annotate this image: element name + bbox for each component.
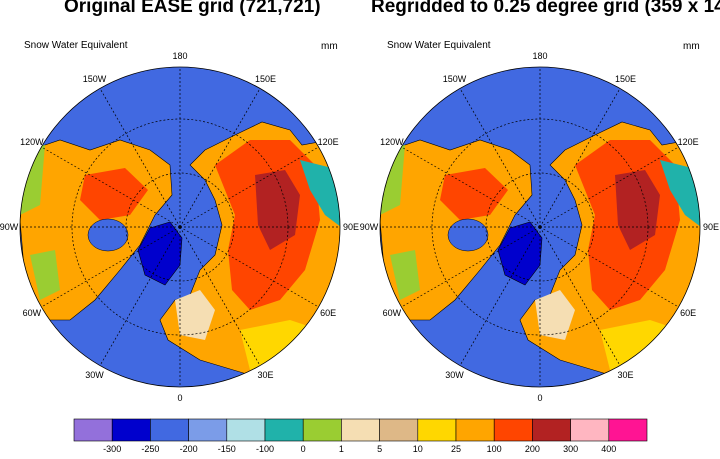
colorbar-tick-label: -150 — [217, 444, 236, 454]
colorbar-swatch — [417, 418, 457, 442]
polar-map-left — [19, 66, 341, 388]
longitude-label: 90E — [702, 222, 720, 232]
longitude-label: 150E — [254, 73, 277, 84]
longitude-label: 120E — [677, 136, 699, 147]
colorbar-swatch — [73, 418, 113, 442]
longitude-label: 150W — [82, 73, 107, 84]
longitude-label: 90E — [342, 222, 360, 232]
colorbar-tick-label: 200 — [524, 444, 540, 454]
colorbar-tick-label: -100 — [255, 444, 275, 454]
greenland — [497, 221, 543, 286]
graticule — [20, 67, 340, 387]
colorbar-tick-label: 10 — [412, 444, 423, 454]
map-border — [19, 66, 341, 388]
longitude-label: 30W — [445, 370, 464, 381]
panel-title-right: Regridded to 0.25 degree grid (359 x 143… — [371, 0, 720, 17]
colorbar-tick-label: 400 — [601, 444, 617, 454]
colorbar-swatch — [532, 418, 571, 442]
longitude-label: 30W — [85, 370, 104, 381]
colorbar-tick-label: 100 — [486, 444, 502, 454]
colorbar-tick-label: 300 — [563, 444, 579, 454]
colorbar-swatch — [264, 418, 304, 442]
colorbar-tick-label: 1 — [338, 444, 344, 454]
panel-title-left: Original EASE grid (721,721) — [64, 0, 321, 17]
unit-left: mm — [321, 41, 338, 52]
colorbar-swatch — [111, 418, 151, 442]
pacific-coast — [30, 250, 60, 300]
longitude-label: 120W — [20, 136, 44, 147]
colorbar-swatch — [493, 418, 533, 442]
subtitle-left: Snow Water Equivalent — [24, 40, 128, 51]
unit-right: mm — [683, 41, 700, 52]
siberia-peak — [255, 170, 300, 250]
colorbar-swatch — [608, 418, 648, 442]
longitude-label: 60W — [22, 307, 42, 318]
colorbar-swatch — [341, 418, 380, 442]
longitude-label: 120W — [380, 136, 404, 147]
longitude-label: 90W — [0, 222, 19, 232]
colorbar-swatch — [188, 418, 228, 442]
colorbar-swatch — [226, 418, 266, 442]
colorbar-swatch — [455, 418, 495, 442]
longitude-label: 150E — [614, 73, 637, 84]
canada-high — [440, 168, 508, 220]
colorbar-swatch — [302, 418, 342, 442]
longitude-label: 180 — [532, 51, 548, 61]
scandinavia — [535, 290, 575, 340]
colorbar-tick-label: 0 — [300, 444, 306, 454]
longitude-label: 60E — [320, 307, 337, 318]
colorbar-tick-label: -200 — [179, 444, 198, 454]
longitude-label: 120E — [317, 136, 339, 147]
colorbar-swatch — [379, 418, 419, 442]
colorbar-tick-label: -250 — [141, 444, 160, 454]
map-border — [379, 66, 701, 388]
graticule — [380, 67, 700, 387]
colorbar-tick-label: 5 — [377, 444, 383, 454]
scandinavia — [175, 290, 215, 340]
subtitle-right: Snow Water Equivalent — [387, 40, 491, 51]
colorbar-swatch — [150, 418, 189, 442]
colorbar-tick-label: 25 — [450, 444, 462, 454]
longitude-label: 180 — [172, 51, 188, 61]
longitude-label: 30E — [257, 370, 274, 381]
polar-map-right — [379, 66, 701, 388]
longitude-label: 30E — [617, 370, 634, 381]
greenland — [137, 221, 183, 286]
longitude-label: 0 — [537, 393, 543, 403]
colorbar-swatch — [570, 418, 610, 442]
canada-high — [80, 168, 148, 220]
longitude-label: 0 — [177, 393, 183, 403]
longitude-label: 90W — [359, 222, 379, 232]
longitude-label: 60W — [382, 307, 402, 318]
pacific-coast — [390, 250, 420, 300]
siberia-peak — [615, 170, 660, 250]
longitude-label: 60E — [680, 307, 697, 318]
colorbar-tick-label: -300 — [103, 444, 122, 454]
longitude-label: 150W — [442, 73, 467, 84]
